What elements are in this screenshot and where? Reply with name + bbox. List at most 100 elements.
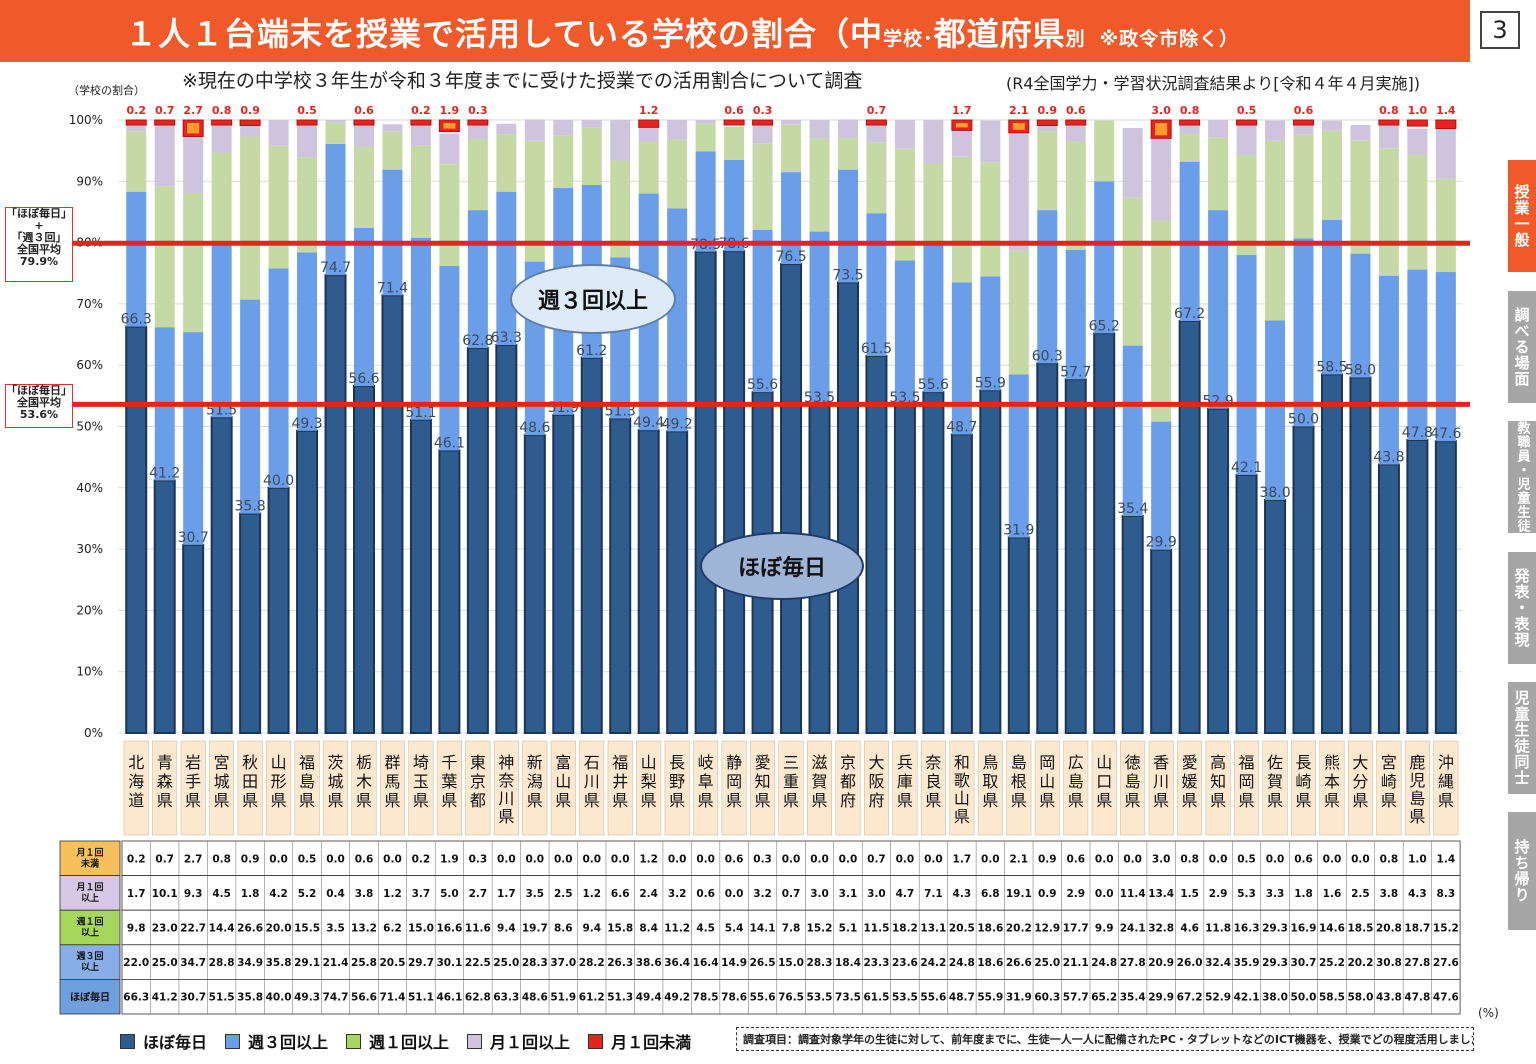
side-tab-presentation[interactable]: 発表・表現	[1508, 552, 1536, 664]
side-tab-peers[interactable]: 児童生徒同士	[1508, 682, 1536, 794]
table-cell: 1.2	[383, 888, 402, 900]
bar-segment-s0	[723, 250, 746, 734]
table-cell: 0.3	[469, 853, 488, 865]
prefecture-label: 茨城県	[328, 753, 344, 810]
table-cell: 24.2	[920, 957, 946, 969]
daily-callout: ほぼ毎日	[700, 532, 864, 600]
table-cell: 38.0	[1262, 992, 1288, 1004]
bar-segment-s1	[923, 243, 944, 393]
table-cell: 55.9	[977, 992, 1003, 1004]
bar-segment-s0	[1093, 332, 1116, 734]
y-tick-label: 0%	[84, 726, 103, 740]
table-cell: 0.6	[1294, 853, 1313, 865]
prefecture-label: 熊本県	[1324, 753, 1340, 810]
table-cell: 11.2	[664, 923, 690, 935]
bar-segment-s0	[438, 449, 461, 734]
table-row-label: 以上	[81, 927, 99, 939]
prefecture-label: 福島県	[299, 753, 315, 810]
bar-segment-lessmonthly	[1236, 119, 1258, 126]
table-cell: 0.0	[725, 888, 744, 900]
table-cell: 0.5	[1237, 853, 1256, 865]
prefecture-label: 山形県	[271, 753, 287, 810]
daily-value-label: 52.9	[1203, 394, 1234, 410]
table-cell: 0.6	[725, 853, 744, 865]
daily-value-label: 71.4	[377, 280, 408, 296]
prefecture-label: 滋賀県	[812, 753, 828, 810]
bar-segment-s2	[240, 136, 261, 300]
table-cell: 0.7	[782, 888, 801, 900]
bar-segment-lessmonthly	[125, 119, 147, 126]
y-tick-label: 50%	[76, 420, 103, 434]
daily-value-label: 35.4	[1117, 501, 1148, 517]
side-tab-staff[interactable]: 教職員・児童生徒	[1508, 421, 1536, 533]
prefecture-label: 富山県	[555, 753, 571, 810]
table-cell: 55.6	[750, 992, 776, 1004]
bar-segment-s2	[581, 127, 602, 185]
table-cell: 53.5	[892, 992, 918, 1004]
prefecture-label: 静岡県	[726, 753, 742, 810]
prefecture-label-bg	[379, 740, 405, 836]
bar-segment-s3	[695, 120, 716, 124]
prefecture-label-bg	[1291, 740, 1316, 836]
table-cell: 0.0	[269, 853, 288, 865]
bar-segment-s0	[381, 294, 404, 734]
bar-segment-s2	[980, 162, 1001, 277]
table-cell: 0.0	[582, 853, 601, 865]
table-cell: 20.5	[949, 923, 975, 935]
daily-value-label: 41.2	[149, 465, 180, 481]
table-cell: 74.7	[323, 992, 349, 1004]
table-cell: 1.4	[1437, 853, 1456, 865]
legend-lessmonthly-swatch	[588, 1033, 604, 1049]
table-cell: 21.1	[1063, 957, 1089, 969]
bar-segment-s1	[325, 143, 346, 276]
side-tab-research[interactable]: 調べる場面	[1508, 291, 1536, 403]
prefecture-label-bg	[1205, 740, 1231, 836]
daily-value-label: 58.5	[1316, 359, 1347, 375]
table-cell: 11.8	[1205, 923, 1231, 935]
table-cell: 25.0	[152, 957, 178, 969]
table-cell: 20.0	[266, 923, 292, 935]
bar-segment-s2	[781, 124, 802, 173]
table-row-header	[59, 840, 121, 876]
prefecture-label-bg	[949, 740, 975, 836]
bar-segment-s1	[1293, 238, 1314, 427]
table-cell: 9.8	[127, 923, 146, 935]
bar-segment-s2	[752, 143, 773, 230]
daily-value-label: 48.6	[519, 420, 550, 436]
bar-segment-s0	[552, 413, 575, 734]
bar-segment-lessmonthly	[1065, 119, 1087, 126]
table-cell: 2.1	[1010, 853, 1029, 865]
side-tab-home[interactable]: 持ち帰り	[1508, 812, 1536, 930]
table-cell: 0.6	[1066, 853, 1085, 865]
table-cell: 22.0	[123, 957, 149, 969]
table-cell: 7.1	[924, 888, 943, 900]
daily-average-line-0: 「ほぼ毎日」	[6, 384, 72, 397]
prefecture-label-bg	[636, 740, 662, 836]
table-cell: 0.0	[526, 853, 545, 865]
bar-segment-s1	[410, 237, 431, 420]
top-data-label: 0.7	[155, 104, 175, 117]
table-cell: 48.7	[949, 992, 975, 1004]
table-cell: 15.8	[607, 923, 633, 935]
prefecture-label-bg	[1404, 740, 1430, 836]
table-cell: 0.0	[1351, 853, 1370, 865]
table-cell: 19.7	[522, 923, 548, 935]
table-cell: 4.7	[896, 888, 915, 900]
table-cell: 11.5	[863, 923, 889, 935]
table-cell: 1.7	[497, 888, 516, 900]
daily-value-label: 74.7	[320, 260, 351, 276]
bar-segment-s3	[1065, 123, 1086, 142]
prefecture-label-bg	[1006, 740, 1032, 836]
side-tab-general[interactable]: 授業一般	[1508, 160, 1536, 272]
table-cell: 0.0	[668, 853, 687, 865]
table-cell: 3.8	[1380, 888, 1399, 900]
top-data-label: 0.6	[354, 104, 374, 117]
prefecture-label: 山梨県	[641, 753, 657, 810]
table-cell: 36.4	[664, 957, 690, 969]
weekly3-average-line-4: 79.9%	[19, 255, 59, 268]
table-cell: 23.0	[152, 923, 178, 935]
table-cell: 30.1	[436, 957, 462, 969]
table-cell: 1.8	[241, 888, 260, 900]
prefecture-label: 大阪府	[868, 753, 884, 810]
table-cell: 13.1	[920, 923, 946, 935]
